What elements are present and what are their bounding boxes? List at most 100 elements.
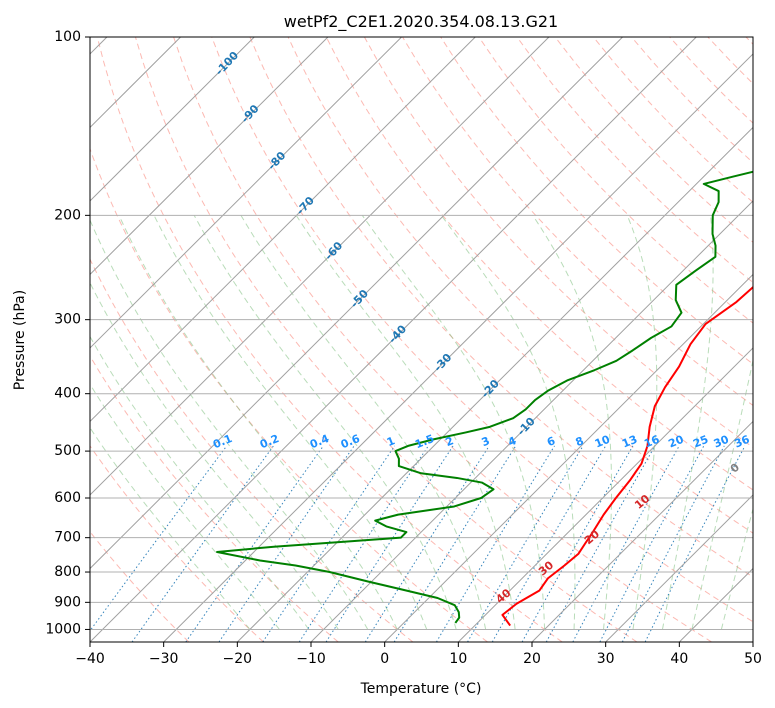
isotherm-line (90, 37, 402, 349)
axes: −40 −30 −20 −10 0 10 20 30 40 5010020030040050060… (45, 29, 762, 667)
x-tick-label: −40 (75, 651, 105, 667)
moist-adiabat-line (691, 357, 753, 630)
y-tick-label: 900 (54, 594, 81, 610)
x-axis-label: Temperature (°C) (360, 681, 482, 697)
isotherm-line (90, 37, 550, 496)
isotherm-line (531, 420, 753, 642)
isotherm-line (90, 37, 329, 276)
mixing-ratio-line (621, 445, 725, 642)
dewpoint-profile-line (216, 170, 753, 624)
dry-adiabat-line (440, 37, 753, 365)
mixing-ratio-label: 20 (667, 433, 686, 451)
mixing-ratio-line (90, 445, 228, 632)
x-tick-label: 50 (744, 651, 762, 667)
moist-adiabat-label: 10 (632, 492, 652, 512)
mixing-ratio-label: 0.4 (308, 432, 331, 451)
mixing-ratio-line (364, 445, 490, 642)
mixing-ratio-line (185, 445, 324, 642)
dry-adiabat-line (325, 37, 753, 491)
mixing-ratio-line (131, 445, 274, 642)
isotherm-line (90, 37, 255, 202)
moist-adiabat-line (626, 215, 658, 630)
isotherm-line (384, 273, 753, 642)
isotherm-line (90, 37, 476, 423)
dry-adiabat-line (249, 37, 753, 578)
x-tick-label: −20 (223, 651, 253, 667)
isotherm-line (457, 347, 753, 642)
y-tick-label: 200 (54, 207, 81, 223)
dry-adiabat-line (478, 37, 753, 324)
mixing-ratio-line (298, 445, 429, 642)
isotherm-label: -100 (213, 49, 242, 78)
dry-adiabat-line (90, 147, 488, 642)
mixing-ratio-label: 10 (593, 433, 612, 451)
dry-adiabat-line (516, 37, 753, 284)
x-tick-label: −30 (149, 651, 179, 667)
moist-adiabat-line (90, 335, 310, 630)
mixing-ratio-label: 3 (480, 434, 492, 449)
dry-adiabat-line (592, 37, 753, 203)
isotherm-line (163, 53, 753, 642)
dry-adiabat-line (96, 37, 563, 642)
moist-adiabat-line (90, 281, 339, 630)
chart-title: wetPf2_C2E1.2020.354.08.13.G21 (284, 12, 558, 32)
dry-adiabat-line (669, 37, 753, 124)
dry-adiabat-line (745, 37, 753, 45)
y-tick-label: 800 (54, 564, 81, 580)
mixing-ratio-label: 6 (545, 434, 557, 449)
moist-adiabat-line (295, 215, 516, 630)
mixing-ratio-label: 0.6 (339, 432, 362, 451)
mixing-ratio-label: 13 (620, 433, 639, 451)
isotherm-line (90, 37, 697, 642)
mixing-ratio-label: 0.1 (211, 432, 234, 451)
y-tick-label: 600 (54, 490, 81, 506)
y-tick-label: 400 (54, 386, 81, 402)
mixing-ratio-line (521, 445, 634, 642)
isotherm-line (605, 494, 753, 642)
x-tick-label: 10 (449, 651, 467, 667)
isotherm-line (752, 641, 753, 642)
mixing-ratio-line (545, 445, 656, 642)
mixing-ratio-label: 16 (642, 433, 661, 451)
y-tick-label: 300 (54, 312, 81, 328)
dry-adiabat-line (134, 37, 638, 642)
mixing-ratio-label: 2 (443, 434, 455, 449)
x-tick-label: 20 (523, 651, 541, 667)
y-tick-label: 500 (54, 443, 81, 459)
mixing-ratio-line (435, 445, 555, 642)
x-tick-label: −10 (296, 651, 326, 667)
temperature-profile-line (501, 285, 753, 627)
moist-adiabat-line (118, 215, 398, 630)
y-axis-label: Pressure (hPa) (12, 290, 28, 390)
dry-adiabat-line (173, 37, 712, 642)
moist-adiabat-line (720, 507, 753, 630)
mixing-ratio-line (393, 445, 517, 642)
dry-adiabat-line (211, 37, 753, 623)
mixing-ratio-line (467, 445, 584, 642)
mixing-ratio-line (644, 445, 746, 642)
moist-adiabat-line (361, 215, 546, 630)
dry-adiabat-line (90, 355, 339, 642)
mixing-ratio-label: 36 (732, 433, 751, 451)
moist-adiabat-line (90, 426, 251, 630)
isotherm-line (310, 200, 753, 642)
dry-adiabat-line (90, 258, 414, 642)
mixing-ratio-label: 0.2 (258, 432, 281, 451)
mixing-ratio-label: 30 (712, 433, 731, 451)
y-tick-label: 700 (54, 530, 81, 546)
isotherm-line (90, 37, 623, 570)
mixing-ratio-label: 8 (574, 434, 586, 449)
series-layer (216, 170, 753, 627)
mixing-ratio-line (325, 445, 454, 642)
moist-adiabat-line (240, 215, 487, 630)
x-tick-label: 0 (380, 651, 389, 667)
mixing-ratio-label: 1.5 (413, 432, 436, 451)
plot-frame (89, 36, 754, 643)
background-lines (90, 37, 753, 642)
mixing-ratio-line (262, 445, 396, 642)
dry-adiabat-line (90, 530, 190, 642)
dry-adiabat-line (287, 37, 753, 534)
mixing-ratio-label: 25 (691, 433, 710, 451)
mixing-ratio-label: 1 (385, 434, 397, 449)
y-tick-label: 100 (54, 29, 81, 45)
